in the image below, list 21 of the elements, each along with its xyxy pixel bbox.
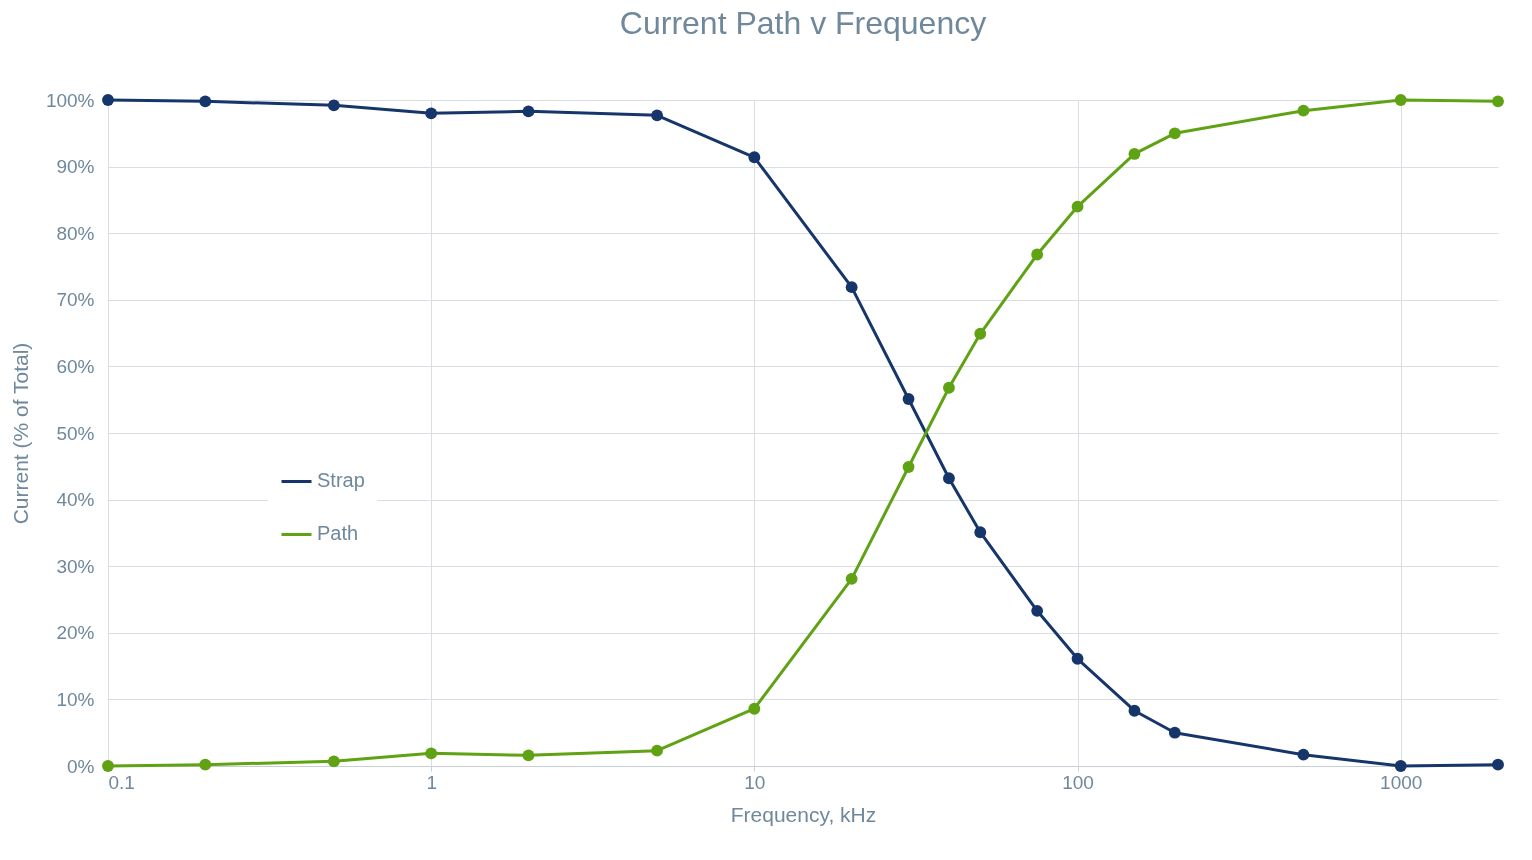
y-tick-label: 30% bbox=[56, 555, 95, 577]
chart-title: Current Path v Frequency bbox=[619, 5, 987, 41]
y-tick-label: 10% bbox=[56, 688, 95, 710]
x-tick-label: 100 bbox=[1062, 771, 1094, 793]
y-tick-label: 80% bbox=[56, 222, 95, 244]
y-tick-label: 40% bbox=[56, 489, 95, 511]
x-tick-label: 1000 bbox=[1380, 771, 1423, 793]
y-tick-label: 100% bbox=[45, 89, 95, 111]
y-tick-label: 20% bbox=[56, 622, 95, 644]
y-tick-label: 0% bbox=[67, 755, 95, 777]
legend-label: Path bbox=[317, 522, 359, 545]
legend-label: Strap bbox=[317, 469, 365, 492]
y-tick-label: 70% bbox=[56, 289, 95, 311]
x-tick-label: 10 bbox=[744, 771, 766, 793]
y-axis-title: Current (% of Total) bbox=[8, 342, 32, 525]
y-tick-label: 60% bbox=[56, 355, 95, 377]
y-tick-label: 50% bbox=[56, 422, 95, 444]
y-tick-label: 90% bbox=[56, 156, 95, 178]
x-tick-label: 1 bbox=[426, 771, 437, 793]
x-axis-title: Frequency, kHz bbox=[730, 802, 877, 826]
x-tick-label: 0.1 bbox=[108, 771, 135, 793]
